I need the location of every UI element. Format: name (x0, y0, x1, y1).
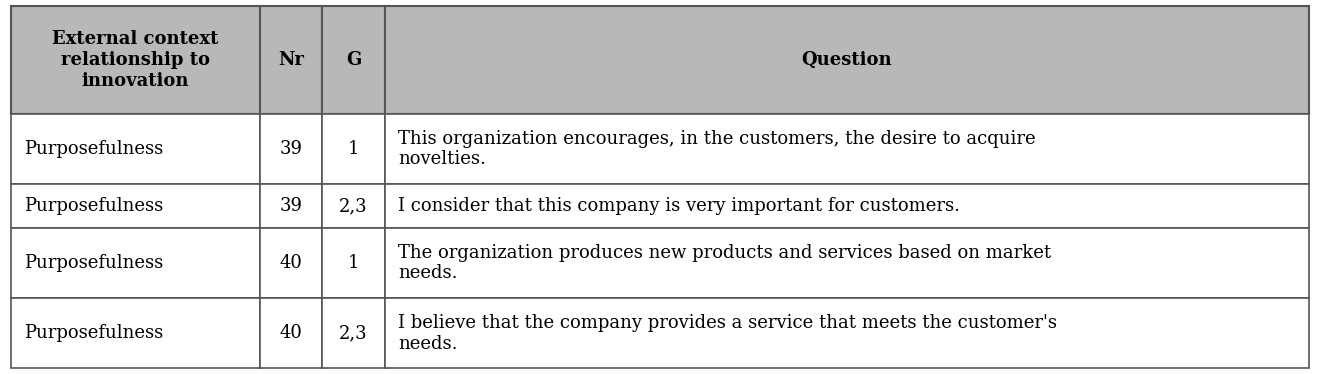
Bar (11, 184, 260, 228)
Bar (260, 114, 322, 184)
Bar (384, 114, 1309, 184)
Text: 40: 40 (280, 324, 302, 342)
Text: Purposefulness: Purposefulness (24, 324, 162, 342)
Bar (260, 228, 322, 298)
Text: Purposefulness: Purposefulness (24, 140, 162, 158)
Text: This organization encourages, in the customers, the desire to acquire
novelties.: This organization encourages, in the cus… (397, 130, 1035, 168)
Bar (322, 6, 384, 114)
Text: The organization produces new products and services based on market
needs.: The organization produces new products a… (397, 243, 1051, 282)
Text: Nr: Nr (279, 51, 304, 69)
Text: External context
relationship to
innovation: External context relationship to innovat… (51, 30, 218, 89)
Bar (384, 228, 1309, 298)
Bar (384, 184, 1309, 228)
Text: I believe that the company provides a service that meets the customer's
needs.: I believe that the company provides a se… (397, 314, 1057, 353)
Bar (322, 228, 384, 298)
Bar (11, 114, 260, 184)
Bar (11, 298, 260, 368)
Text: G: G (346, 51, 362, 69)
Bar (260, 298, 322, 368)
Text: 39: 39 (280, 197, 302, 215)
Text: 2,3: 2,3 (339, 197, 368, 215)
Text: Question: Question (801, 51, 892, 69)
Text: Purposefulness: Purposefulness (24, 197, 162, 215)
Bar (384, 6, 1309, 114)
Text: 39: 39 (280, 140, 302, 158)
Text: Purposefulness: Purposefulness (24, 254, 162, 272)
Bar (11, 6, 260, 114)
Bar (322, 298, 384, 368)
Text: 2,3: 2,3 (339, 324, 368, 342)
Text: 1: 1 (347, 254, 359, 272)
Bar (260, 184, 322, 228)
Bar (322, 114, 384, 184)
Bar (11, 228, 260, 298)
Text: 1: 1 (347, 140, 359, 158)
Text: 40: 40 (280, 254, 302, 272)
Text: I consider that this company is very important for customers.: I consider that this company is very imp… (397, 197, 960, 215)
Bar (260, 6, 322, 114)
Bar (384, 298, 1309, 368)
Bar (322, 184, 384, 228)
